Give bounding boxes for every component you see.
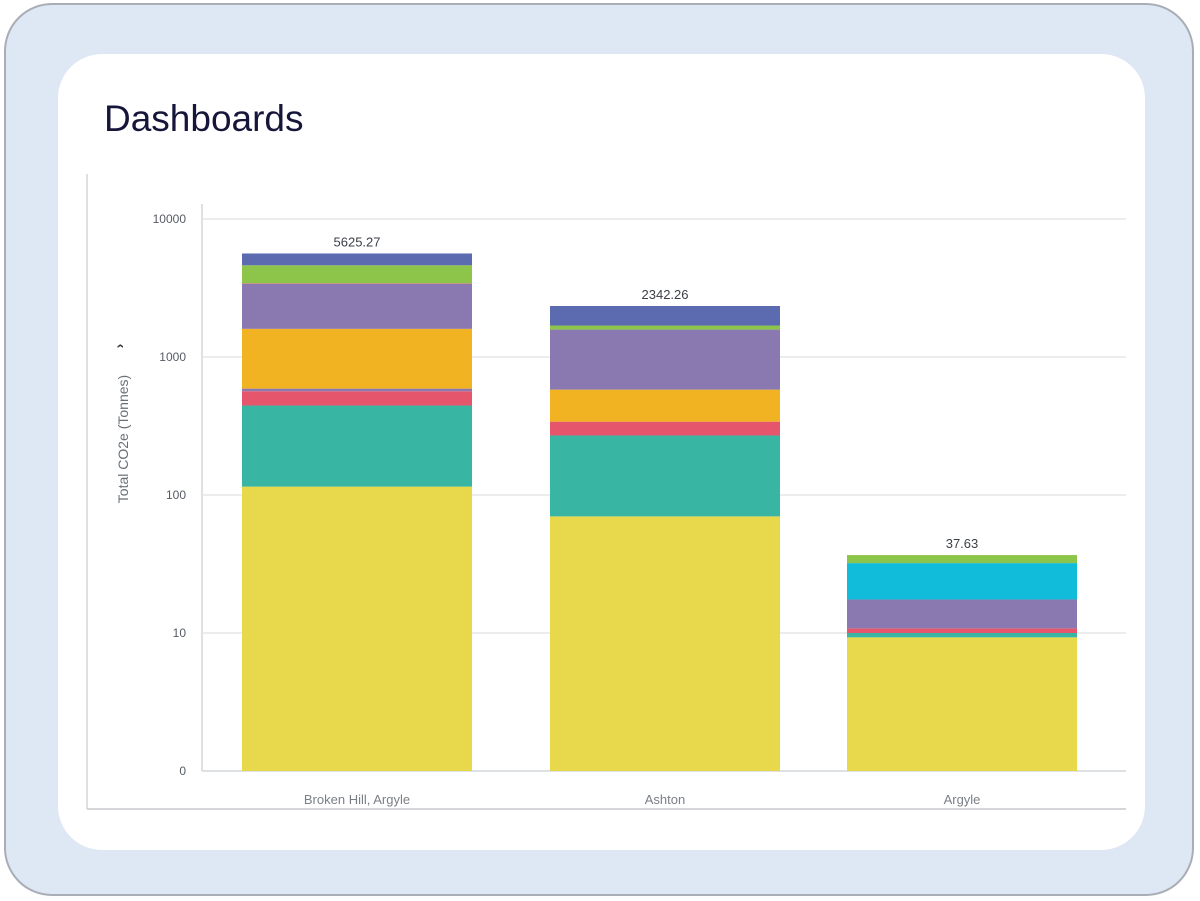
bar-segment[interactable]: [242, 253, 472, 266]
bar-segment[interactable]: [242, 328, 472, 389]
bar-segment[interactable]: [847, 637, 1077, 771]
bar-segment[interactable]: [550, 435, 780, 517]
outer-frame: Dashboards 0 10 100 1000 10000 5625.27 2342.2…: [4, 3, 1194, 896]
y-axis-label: Total CO2e (Tonnes): [115, 375, 131, 503]
bar-segment[interactable]: [550, 516, 780, 771]
category-label: Ashton: [645, 792, 685, 807]
bar-segment[interactable]: [242, 486, 472, 771]
category-label: Argyle: [944, 792, 981, 807]
dashboard-card: Dashboards 0 10 100 1000 10000 5625.27 2342.2…: [58, 54, 1145, 850]
chevron-right-icon[interactable]: ›: [111, 343, 127, 348]
bar-segment[interactable]: [550, 421, 780, 436]
bar-segment[interactable]: [847, 599, 1077, 629]
bar-total-label: 5625.27: [334, 234, 381, 249]
bar-segment[interactable]: [550, 305, 780, 326]
bar-segment[interactable]: [242, 405, 472, 487]
bar-segment[interactable]: [242, 283, 472, 284]
bar-total-label: 2342.26: [642, 287, 689, 302]
bar-segment[interactable]: [847, 633, 1077, 638]
bars: [242, 253, 1077, 771]
bar-total-label: 37.63: [946, 536, 979, 551]
category-label: Broken Hill, Argyle: [304, 792, 410, 807]
y-tick-label: 100: [166, 488, 186, 502]
y-tick-label: 10: [173, 626, 187, 640]
bar-segment[interactable]: [847, 555, 1077, 564]
y-tick-label: 0: [179, 764, 186, 778]
bar-segment[interactable]: [550, 329, 780, 390]
bar-segment[interactable]: [242, 265, 472, 284]
page-title: Dashboards: [104, 98, 304, 139]
bar-segment[interactable]: [550, 389, 780, 422]
y-tick-labels: 0 10 100 1000 10000: [153, 212, 187, 778]
bar-segment[interactable]: [242, 391, 472, 406]
y-tick-label: 1000: [159, 350, 186, 364]
category-labels: Broken Hill, Argyle Ashton Argyle: [304, 792, 981, 807]
bar-segment[interactable]: [847, 563, 1077, 600]
bar-segment[interactable]: [847, 628, 1077, 633]
bar-segment[interactable]: [550, 325, 780, 330]
bar-total-labels: 5625.27 2342.26 37.63: [334, 234, 979, 551]
y-tick-label: 10000: [153, 212, 187, 226]
bar-segment[interactable]: [242, 283, 472, 329]
stacked-bar-chart: 0 10 100 1000 10000 5625.27 2342.26 37.63 Brok…: [86, 174, 1126, 810]
bar-segment[interactable]: [242, 388, 472, 392]
